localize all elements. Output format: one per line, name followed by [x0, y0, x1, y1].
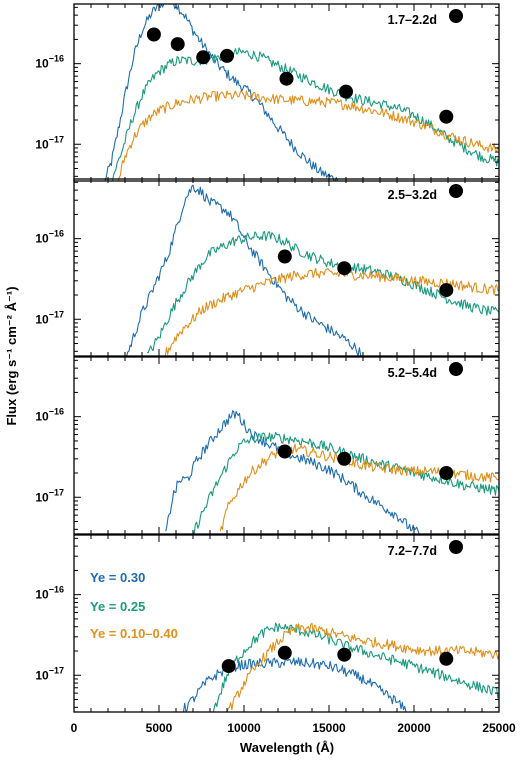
y-tick-label: 10−16 [35, 585, 64, 602]
panel-2-series [126, 184, 499, 356]
legend-entry-ye-mixed: Ye = 0.10–0.40 [90, 626, 178, 641]
photometry-point [337, 647, 352, 662]
y-tick-label: 10−16 [35, 407, 64, 424]
panel-frame [73, 534, 500, 713]
epoch-marker-icon [449, 9, 463, 23]
photometry-point [439, 651, 454, 666]
x-axis: 0 5000 10000 15000 20000 25000 [71, 721, 516, 735]
photometry-point [221, 659, 236, 674]
x-tick-label: 10000 [227, 721, 261, 735]
y-tick-label: 10−17 [35, 665, 64, 682]
photometry-point [439, 466, 454, 480]
series-line [226, 622, 499, 712]
legend-entry-ye-030: Ye = 0.30 [90, 570, 145, 585]
legend-entry-ye-025: Ye = 0.25 [90, 599, 145, 614]
photometry-point [277, 249, 292, 264]
x-axis-title: Wavelength (Å) [240, 740, 334, 755]
photometry-point [439, 109, 454, 124]
panel-4: 7.2–7.7d 10−17 10−16 [35, 534, 500, 713]
photometry-point [277, 645, 292, 660]
series-line [117, 90, 499, 181]
epoch-marker-icon [449, 540, 463, 554]
legend: Ye = 0.30 Ye = 0.25 Ye = 0.10–0.40 [90, 570, 178, 641]
series-line [126, 184, 363, 356]
x-tick-label: 0 [71, 721, 78, 735]
photometry-point [277, 444, 292, 459]
series-line [181, 657, 408, 712]
panels: 1.7–2.2d10−1710−162.5–3.2d10−1710−165.2–… [35, 3, 500, 713]
y-tick-label: 10−16 [35, 54, 64, 71]
y-axis-title: Flux (erg s⁻¹ cm⁻² Å⁻¹) [4, 286, 19, 425]
photometry-point [279, 71, 294, 86]
x-tick-label: 25000 [482, 721, 516, 735]
panel-3: 5.2–5.4d 10−17 10−16 [35, 356, 500, 535]
photometry-point [339, 84, 353, 99]
photometry-point [170, 37, 185, 52]
series-line [212, 622, 499, 712]
photometry-point [146, 27, 161, 42]
series-line [164, 267, 499, 356]
photometry-point [439, 283, 454, 298]
y-tick-label: 10−17 [35, 134, 64, 151]
epoch-label: 7.2–7.7d [388, 544, 437, 558]
panel-1-series [104, 4, 499, 181]
panel-frame [73, 178, 500, 357]
panel-1: 1.7–2.2d 10−17 10−16 [35, 3, 500, 182]
series-line [146, 231, 499, 354]
series-line [104, 4, 339, 181]
photometry-point [220, 48, 234, 63]
x-tick-label: 20000 [397, 721, 431, 735]
y-tick-label: 10−16 [35, 229, 64, 246]
epoch-marker-icon [449, 184, 463, 198]
series-line [192, 431, 499, 534]
photometry-point [196, 50, 211, 65]
epoch-label: 2.5–3.2d [388, 188, 437, 202]
panel-4-series [181, 622, 499, 712]
panel-frame [73, 3, 500, 182]
photometry-point [337, 451, 352, 466]
x-tick-label: 5000 [146, 721, 173, 735]
x-tick-label: 15000 [312, 721, 346, 735]
series-line [165, 410, 420, 534]
epoch-label: 1.7–2.2d [388, 13, 437, 27]
y-tick-label: 10−17 [35, 309, 64, 326]
epoch-marker-icon [449, 362, 463, 376]
photometry-point [337, 261, 352, 276]
panel-frame [73, 356, 500, 535]
epoch-label: 5.2–5.4d [388, 366, 437, 380]
panel-2: 2.5–3.2d 10−17 10−16 [35, 178, 500, 357]
y-tick-label: 10−17 [35, 487, 64, 504]
